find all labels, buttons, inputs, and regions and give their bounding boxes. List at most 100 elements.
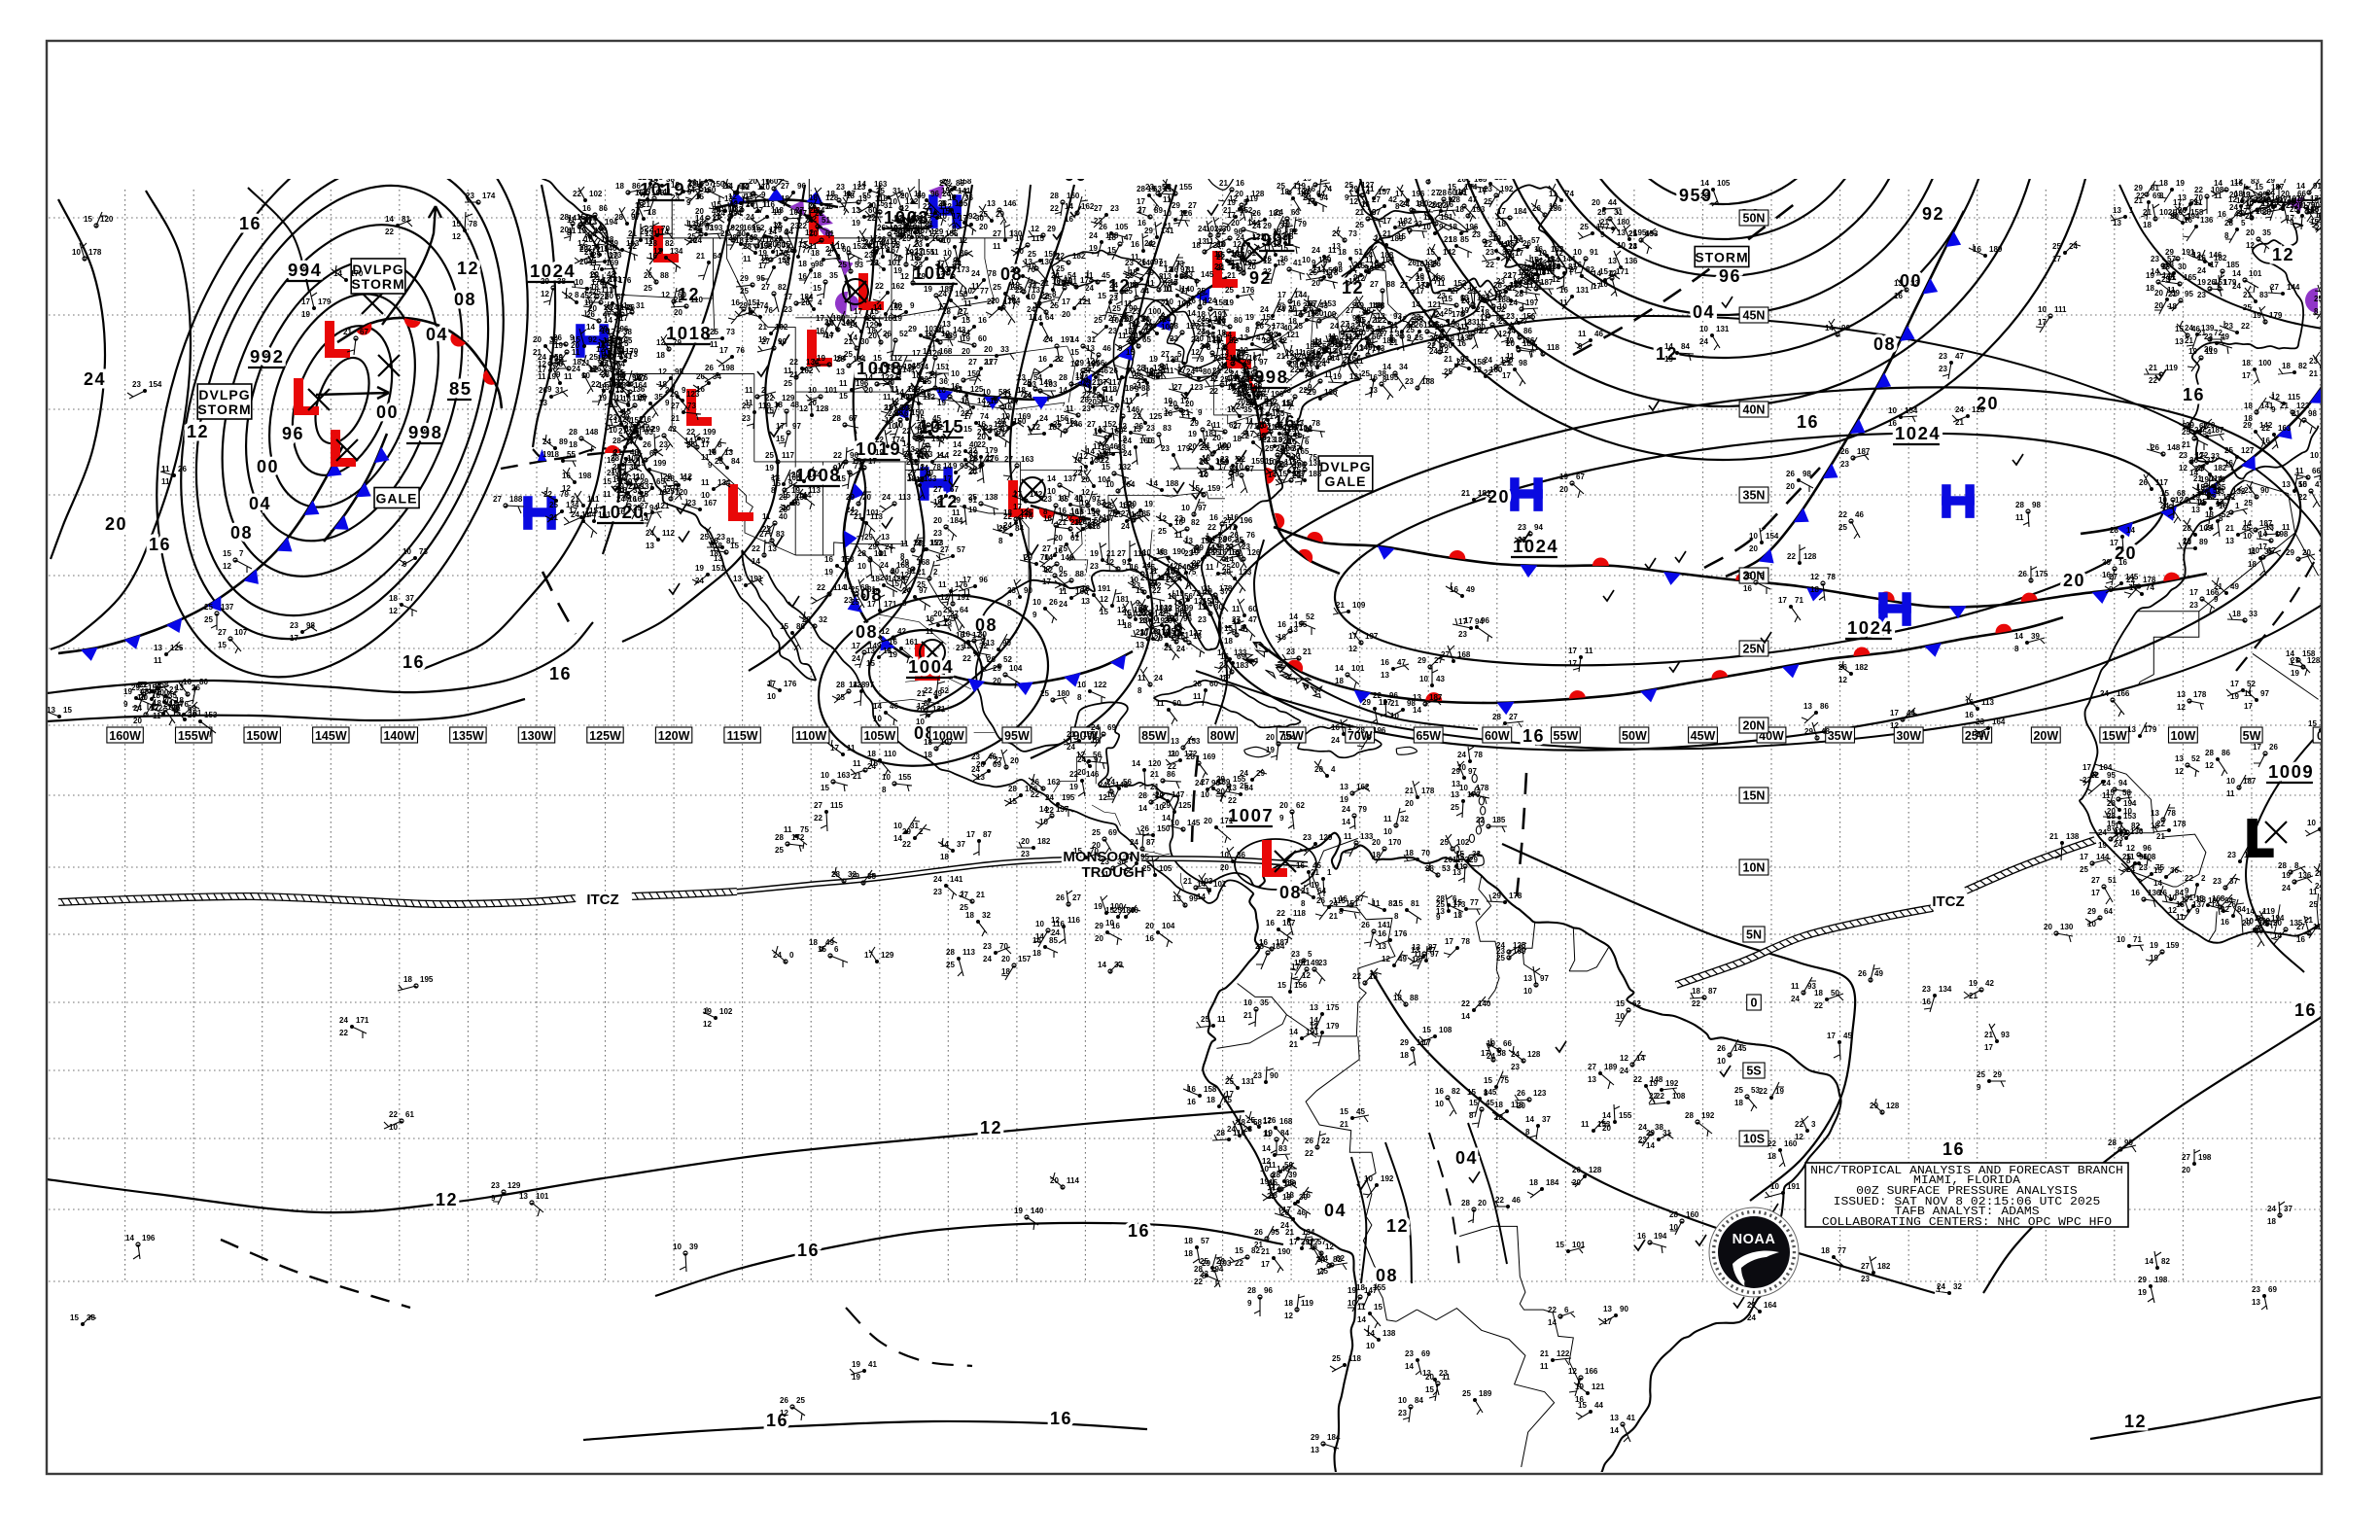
svg-text:40N: 40N (1743, 403, 1766, 417)
svg-text:50N: 50N (1743, 212, 1766, 226)
svg-text:STORM: STORM (351, 276, 404, 292)
svg-text:1020: 1020 (599, 502, 645, 522)
svg-text:1024: 1024 (530, 261, 576, 281)
svg-text:TROUGH: TROUGH (1082, 864, 1145, 881)
svg-text:85W: 85W (1141, 729, 1167, 743)
svg-text:12: 12 (936, 492, 959, 511)
svg-text:1009: 1009 (2268, 761, 2314, 782)
svg-text:12: 12 (2124, 1412, 2147, 1431)
svg-text:12: 12 (457, 259, 479, 278)
svg-text:16: 16 (1942, 1139, 1965, 1159)
svg-text:20W: 20W (2033, 729, 2058, 743)
svg-text:35W: 35W (1828, 729, 1853, 743)
svg-text:COLLABORATING CENTERS: NHC OPC: COLLABORATING CENTERS: NHC OPC WPC HFO (1822, 1216, 2112, 1229)
svg-text:15W: 15W (2102, 729, 2127, 743)
svg-text:45W: 45W (1691, 729, 1716, 743)
svg-text:150W: 150W (246, 729, 278, 743)
svg-text:16: 16 (766, 1411, 788, 1430)
svg-text:130W: 130W (521, 729, 553, 743)
svg-text:10N: 10N (1743, 861, 1766, 875)
svg-text:12: 12 (1342, 278, 1364, 298)
svg-text:96: 96 (1065, 165, 1087, 185)
svg-text:994: 994 (288, 260, 322, 280)
svg-text:25W: 25W (1965, 729, 1990, 743)
svg-text:ITCZ: ITCZ (1932, 893, 1964, 910)
svg-text:92: 92 (1249, 268, 1272, 288)
svg-text:100W: 100W (932, 729, 964, 743)
svg-text:08: 08 (1000, 264, 1023, 284)
svg-text:STORM: STORM (1695, 250, 1748, 265)
svg-text:ITCZ: ITCZ (586, 892, 618, 908)
svg-text:04: 04 (1693, 302, 1715, 322)
svg-text:85: 85 (449, 378, 472, 399)
svg-text:1024: 1024 (1895, 423, 1941, 443)
svg-text:998: 998 (408, 422, 442, 442)
svg-text:DVLPG: DVLPG (1319, 459, 1371, 474)
svg-text:24: 24 (84, 369, 106, 389)
svg-text:155W: 155W (178, 729, 210, 743)
svg-text:DVLPG: DVLPG (352, 262, 403, 277)
svg-text:08: 08 (856, 622, 878, 642)
svg-text:TAFB ANALYST: ADAMS: TAFB ANALYST: ADAMS (1894, 1206, 2039, 1218)
svg-text:1008: 1008 (857, 358, 902, 378)
svg-text:110W: 110W (795, 729, 826, 743)
svg-text:NOAA: NOAA (1732, 1232, 1776, 1247)
svg-text:MIAMI, FLORIDA: MIAMI, FLORIDA (1913, 1174, 2020, 1187)
svg-text:30W: 30W (1896, 729, 1921, 743)
svg-text:30N: 30N (1743, 570, 1766, 583)
svg-text:08: 08 (1279, 883, 1302, 902)
svg-text:12: 12 (980, 1118, 1002, 1138)
svg-text:08: 08 (454, 290, 476, 309)
svg-text:12: 12 (187, 422, 209, 441)
svg-text:120W: 120W (658, 729, 690, 743)
svg-text:0: 0 (2317, 729, 2324, 743)
svg-text:1008: 1008 (795, 465, 841, 485)
svg-text:1024: 1024 (1847, 617, 1893, 638)
svg-text:45N: 45N (1743, 309, 1766, 323)
svg-text:35N: 35N (1743, 489, 1766, 503)
svg-text:140W: 140W (383, 729, 415, 743)
svg-text:92: 92 (1922, 204, 1944, 224)
svg-text:5S: 5S (1746, 1065, 1761, 1078)
svg-text:10S: 10S (1743, 1133, 1765, 1146)
svg-text:04: 04 (1324, 1201, 1347, 1220)
svg-text:16: 16 (549, 664, 572, 683)
svg-text:65W: 65W (1416, 729, 1441, 743)
svg-text:GALE: GALE (1325, 473, 1367, 489)
svg-text:20: 20 (105, 514, 127, 534)
svg-text:MONSOON: MONSOON (1063, 849, 1139, 865)
svg-text:96: 96 (282, 424, 304, 443)
svg-text:08: 08 (230, 523, 253, 542)
svg-text:95W: 95W (1004, 729, 1030, 743)
svg-text:125W: 125W (589, 729, 621, 743)
svg-text:16: 16 (1522, 726, 1545, 746)
svg-text:08: 08 (1873, 334, 1896, 354)
svg-text:1019: 1019 (856, 438, 901, 459)
svg-text:00: 00 (376, 402, 399, 422)
svg-text:70W: 70W (1348, 729, 1373, 743)
svg-text:80W: 80W (1210, 729, 1236, 743)
svg-text:1007: 1007 (913, 262, 959, 283)
svg-text:96: 96 (1719, 266, 1741, 286)
svg-text:NHC/TROPICAL ANALYSIS AND FORE: NHC/TROPICAL ANALYSIS AND FORECAST BRANC… (1810, 1165, 2123, 1177)
svg-text:16: 16 (1797, 412, 1819, 432)
svg-text:115W: 115W (727, 729, 758, 743)
svg-text:0: 0 (1751, 997, 1758, 1010)
svg-text:DVLPG: DVLPG (198, 387, 250, 402)
svg-text:12: 12 (1656, 344, 1678, 364)
svg-text:1019: 1019 (640, 179, 685, 199)
svg-text:75W: 75W (1278, 729, 1304, 743)
svg-text:20N: 20N (1743, 719, 1766, 733)
svg-text:55W: 55W (1554, 729, 1579, 743)
svg-text:992: 992 (250, 346, 284, 367)
svg-text:12: 12 (1386, 1216, 1409, 1236)
svg-text:12: 12 (436, 1190, 458, 1209)
svg-text:20: 20 (2115, 543, 2137, 563)
svg-text:04: 04 (1455, 1148, 1478, 1168)
svg-text:50W: 50W (1622, 729, 1647, 743)
svg-text:20: 20 (1977, 394, 1999, 413)
svg-text:1007: 1007 (1228, 805, 1274, 825)
svg-text:16: 16 (2294, 1000, 2317, 1020)
svg-text:04: 04 (426, 325, 448, 344)
